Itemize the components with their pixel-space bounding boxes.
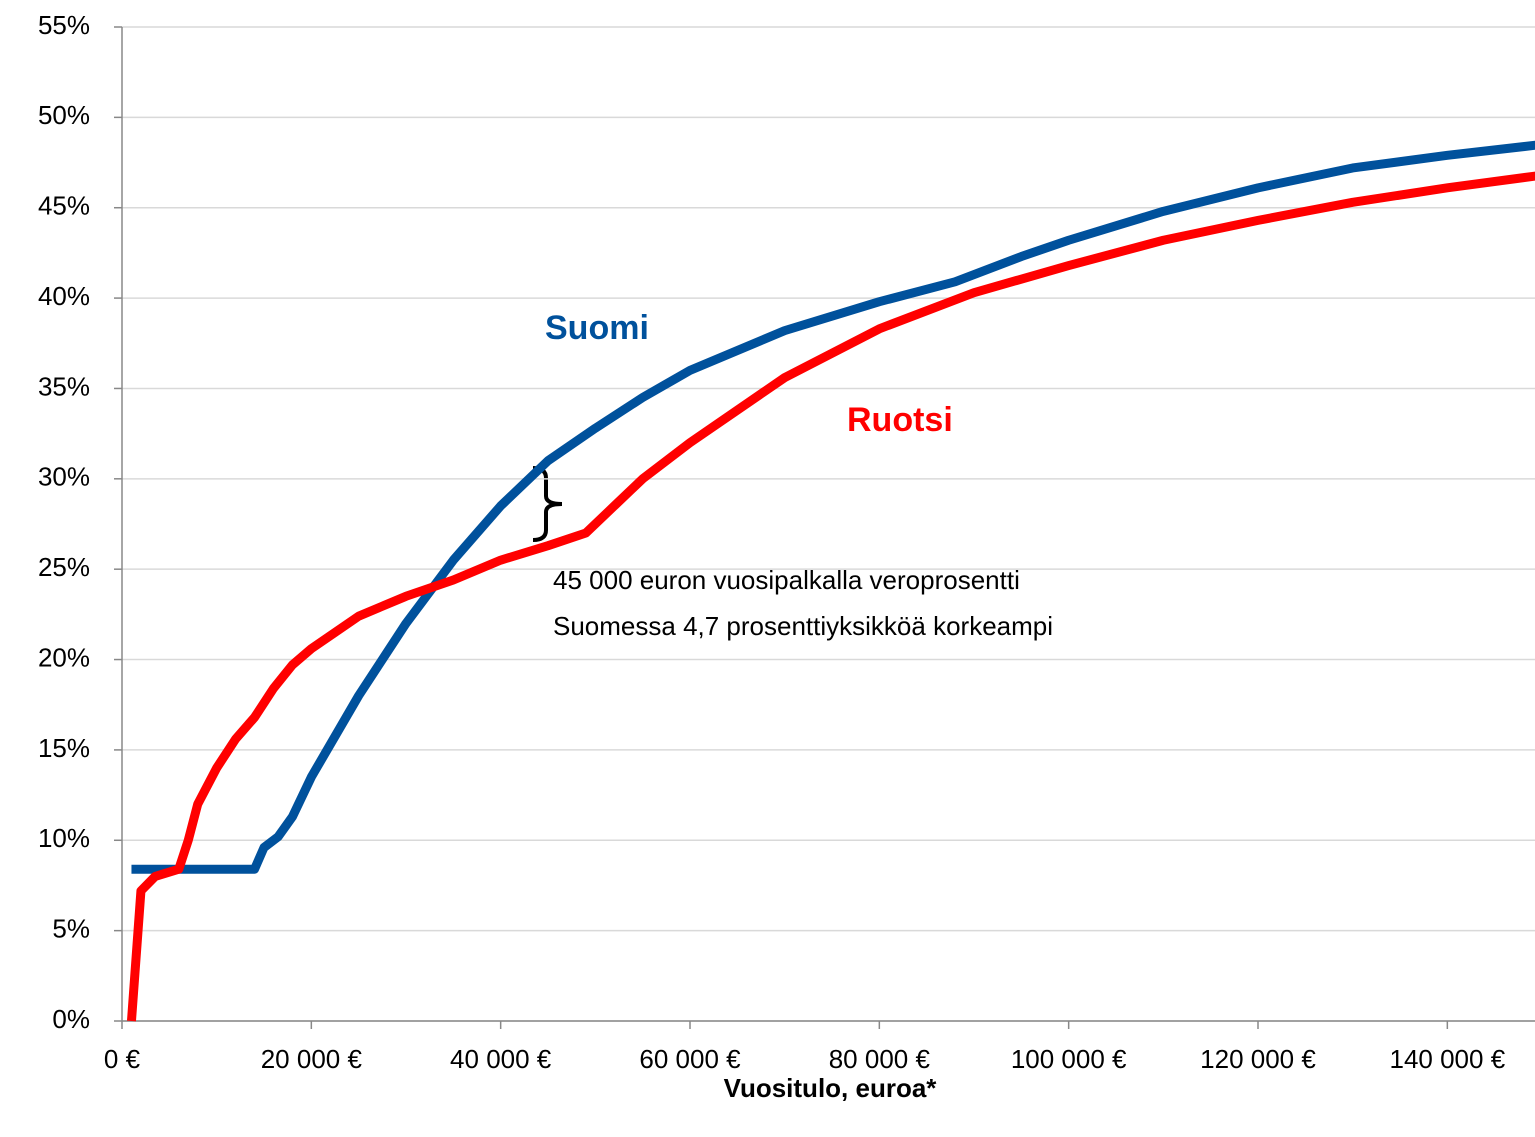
- y-tick-label: 50%: [38, 100, 90, 130]
- y-tick-label: 25%: [38, 552, 90, 582]
- y-tick-label: 0%: [52, 1004, 90, 1034]
- y-tick-label: 5%: [52, 914, 90, 944]
- x-tick-label: 120 000 €: [1200, 1044, 1316, 1074]
- annotation: Suomessa 4,7 prosenttiyksikköä korkeampi: [553, 611, 1053, 641]
- x-tick-label: 140 000 €: [1389, 1044, 1505, 1074]
- y-tick-label: 10%: [38, 823, 90, 853]
- x-tick-label: 40 000 €: [450, 1044, 552, 1074]
- y-tick-label: 45%: [38, 191, 90, 221]
- x-tick-label: 0 €: [104, 1044, 141, 1074]
- y-tick-label: 30%: [38, 462, 90, 492]
- line: [131, 140, 1535, 874]
- x-tick-label: 20 000 €: [261, 1044, 363, 1074]
- line: [126, 171, 1535, 1022]
- x-tick-label: 80 000 €: [829, 1044, 931, 1074]
- y-tick-label: 15%: [38, 733, 90, 763]
- series-label: Suomi: [545, 309, 649, 347]
- y-tick-label: 40%: [38, 281, 90, 311]
- x-tick-label: 60 000 €: [639, 1044, 741, 1074]
- y-tick-label: 20%: [38, 642, 90, 672]
- x-tick-label: 100 000 €: [1011, 1044, 1127, 1074]
- y-tick-label: 55%: [38, 10, 90, 40]
- x-axis-label: Vuositulo, euroa*: [724, 1073, 938, 1103]
- brace: [532, 466, 563, 542]
- y-tick-label: 35%: [38, 371, 90, 401]
- series-label: Ruotsi: [847, 401, 953, 439]
